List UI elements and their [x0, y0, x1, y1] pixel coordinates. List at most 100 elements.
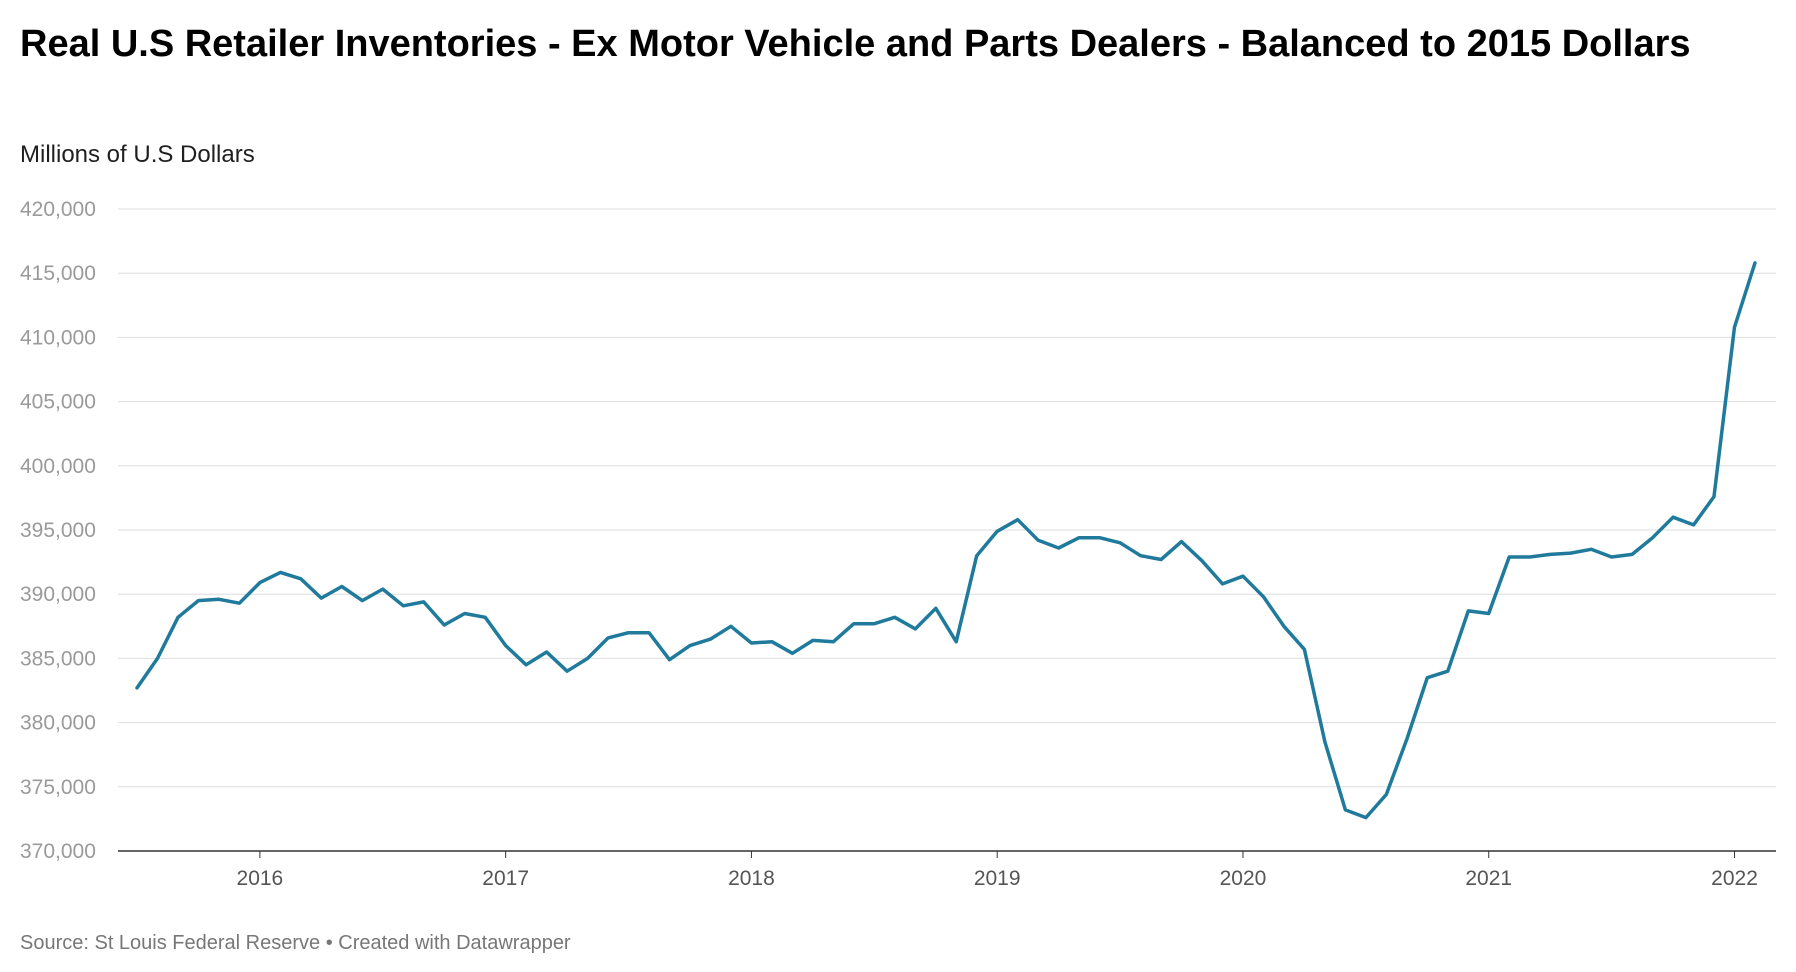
data-point: [1467, 609, 1470, 612]
data-point: [1364, 816, 1367, 819]
data-point: [750, 641, 753, 644]
data-point: [217, 598, 220, 601]
data-point: [1119, 541, 1122, 544]
x-tick-label: 2018: [728, 867, 775, 890]
chart-title: Real U.S Retailer Inventories - Ex Motor…: [20, 23, 1691, 65]
data-point: [729, 625, 732, 628]
data-point: [1344, 808, 1347, 811]
data-point: [1712, 495, 1715, 498]
data-point: [279, 571, 282, 574]
chart-footer: Source: St Louis Federal Reserve • Creat…: [20, 932, 571, 954]
data-point: [770, 640, 773, 643]
data-point: [484, 616, 487, 619]
data-point: [1610, 555, 1613, 558]
data-point: [361, 599, 364, 602]
data-point: [504, 644, 507, 647]
data-point: [1426, 676, 1429, 679]
data-point: [1672, 516, 1675, 519]
y-tick-label: 405,000: [20, 391, 96, 414]
data-point: [914, 627, 917, 630]
data-point: [1262, 595, 1265, 598]
y-tick-label: 375,000: [20, 776, 96, 799]
data-point: [955, 640, 958, 643]
data-point: [463, 612, 466, 615]
data-point: [1241, 575, 1244, 578]
data-point: [1180, 540, 1183, 543]
y-tick-label: 380,000: [20, 712, 96, 735]
data-point: [566, 670, 569, 673]
y-tick-label: 395,000: [20, 519, 96, 542]
data-point: [320, 597, 323, 600]
y-tick-label: 400,000: [20, 455, 96, 478]
data-point: [1487, 612, 1490, 615]
chart-subtitle: Millions of U.S Dollars: [20, 141, 255, 168]
y-tick-label: 420,000: [20, 198, 96, 221]
data-point: [1037, 539, 1040, 542]
data-point: [709, 638, 712, 641]
data-point: [197, 599, 200, 602]
data-point: [1303, 648, 1306, 651]
series-line: [135, 261, 1757, 820]
data-point: [299, 577, 302, 580]
data-point: [443, 623, 446, 626]
data-point: [607, 636, 610, 639]
data-point: [1221, 582, 1224, 585]
y-tick-label: 415,000: [20, 262, 96, 285]
data-point: [668, 658, 671, 661]
data-point: [1098, 536, 1101, 539]
data-point: [402, 604, 405, 607]
data-point: [1078, 536, 1081, 539]
data-point: [525, 663, 528, 666]
data-point: [1446, 670, 1449, 673]
data-point: [586, 657, 589, 660]
data-point: [238, 602, 241, 605]
data-point: [1282, 625, 1285, 628]
data-point: [1016, 518, 1019, 521]
x-axis-labels: 2016 2017 2018 2019 2020 2021 2022: [237, 867, 1758, 890]
data-point: [422, 600, 425, 603]
data-point: [852, 622, 855, 625]
data-point: [1590, 548, 1593, 551]
data-point: [832, 640, 835, 643]
data-point: [1528, 555, 1531, 558]
data-point: [791, 652, 794, 655]
data-point: [1753, 261, 1756, 264]
line-chart: 420,000 415,000 410,000 405,000 400,000 395,0…: [20, 198, 1776, 890]
gridlines: [118, 208, 1776, 858]
data-point: [1508, 555, 1511, 558]
series-layer: [135, 261, 1757, 820]
data-point: [688, 644, 691, 647]
data-point: [1057, 546, 1060, 549]
data-point: [1549, 553, 1552, 556]
data-point: [627, 631, 630, 634]
data-point: [934, 607, 937, 610]
data-point: [176, 616, 179, 619]
x-tick-label: 2020: [1220, 867, 1267, 890]
data-point: [1160, 558, 1163, 561]
x-tick-label: 2022: [1711, 867, 1758, 890]
data-point: [1631, 553, 1634, 556]
data-point: [893, 616, 896, 619]
data-point: [1139, 554, 1142, 557]
x-tick-label: 2016: [237, 867, 284, 890]
data-point: [1651, 536, 1654, 539]
data-point: [975, 554, 978, 557]
data-point: [1385, 793, 1388, 796]
y-tick-label: 390,000: [20, 583, 96, 606]
x-tick-label: 2017: [482, 867, 529, 890]
data-point: [1405, 738, 1408, 741]
data-point: [135, 686, 138, 689]
data-point: [1569, 552, 1572, 555]
data-point: [1692, 523, 1695, 526]
y-tick-label: 370,000: [20, 840, 96, 863]
x-tick-label: 2021: [1465, 867, 1512, 890]
data-point: [258, 581, 261, 584]
data-point: [1323, 740, 1326, 743]
data-point: [1733, 326, 1736, 329]
data-point: [545, 650, 548, 653]
data-point: [381, 588, 384, 591]
data-point: [156, 657, 159, 660]
x-tick-label: 2019: [974, 867, 1021, 890]
y-axis-labels: 420,000 415,000 410,000 405,000 400,000 395,0…: [20, 198, 96, 863]
data-point: [647, 631, 650, 634]
